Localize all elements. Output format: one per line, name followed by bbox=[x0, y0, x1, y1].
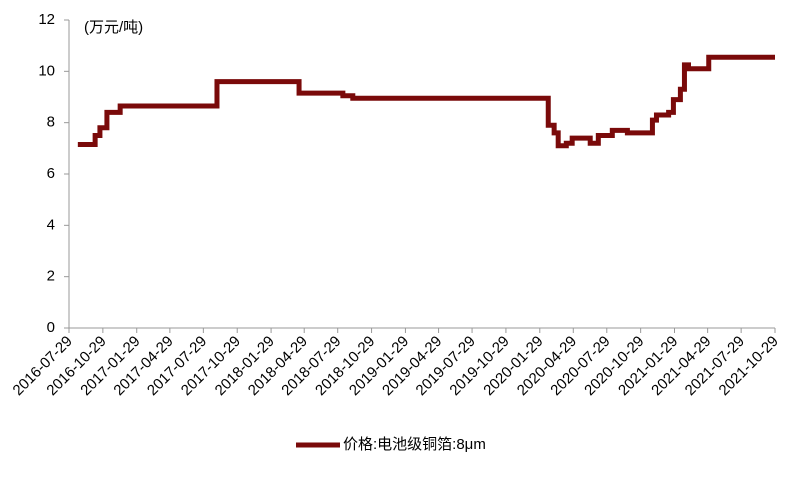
y-tick-label: 12 bbox=[38, 11, 55, 28]
y-tick-label: 4 bbox=[47, 216, 55, 233]
y-tick-label: 8 bbox=[47, 114, 55, 131]
legend-label: 价格:电池级铜箔:8μm bbox=[343, 436, 486, 453]
y-tick-label: 6 bbox=[47, 165, 55, 182]
unit-label: (万元/吨) bbox=[84, 19, 143, 36]
y-tick-label: 10 bbox=[38, 62, 55, 79]
line-series bbox=[77, 54, 775, 149]
y-tick-label: 0 bbox=[47, 319, 55, 336]
y-tick-label: 2 bbox=[47, 268, 55, 285]
